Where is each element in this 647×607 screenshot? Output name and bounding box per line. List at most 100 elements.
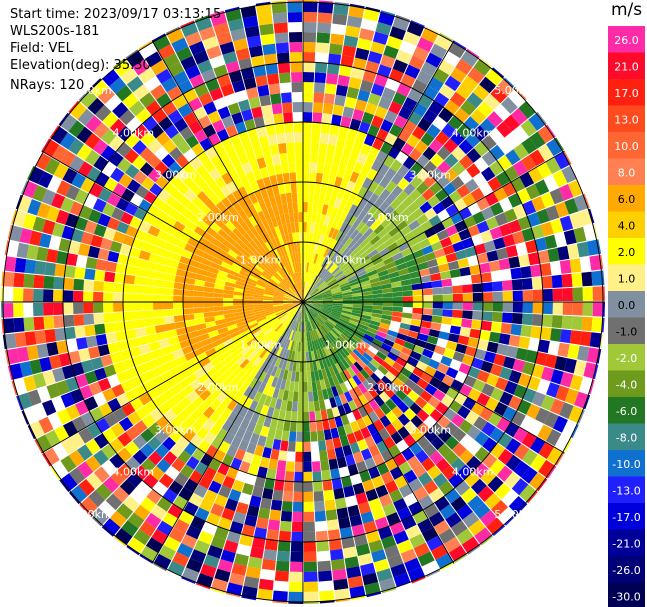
range-gate <box>77 161 93 177</box>
range-gate <box>224 285 235 291</box>
range-gate <box>457 335 470 346</box>
range-gate <box>275 560 290 572</box>
range-gate <box>103 364 117 378</box>
range-gate <box>332 268 342 277</box>
range-gate <box>295 361 300 372</box>
range-gate <box>366 269 378 277</box>
range-gate <box>319 256 326 267</box>
range-gate <box>307 310 313 321</box>
range-gate <box>126 256 139 267</box>
range-gate <box>455 58 473 75</box>
range-gate <box>165 396 179 409</box>
range-gate <box>336 257 346 267</box>
range-gate <box>395 14 411 22</box>
range-gate <box>73 314 85 326</box>
range-gate <box>90 79 109 97</box>
range-gate <box>257 466 268 479</box>
range-gate <box>303 302 313 305</box>
range-gate <box>228 231 240 242</box>
range-gate <box>303 12 318 23</box>
range-gate <box>153 302 164 310</box>
range-gate <box>282 203 289 214</box>
range-gate <box>124 274 135 285</box>
range-gate <box>307 212 313 223</box>
range-gate <box>295 152 303 163</box>
range-gate <box>309 331 314 342</box>
range-gate <box>156 458 171 473</box>
range-gate <box>274 356 282 368</box>
range-gate <box>362 291 373 296</box>
range-gate <box>508 334 521 347</box>
range-gate <box>156 331 168 341</box>
range-gate <box>537 424 553 442</box>
range-gate <box>303 62 315 73</box>
range-gate <box>225 220 236 232</box>
range-gate <box>196 426 209 440</box>
range-gate <box>275 258 283 269</box>
range-gate <box>248 400 259 412</box>
range-gate <box>317 152 326 164</box>
range-gate <box>274 570 289 582</box>
range-gate <box>56 380 70 396</box>
range-gate <box>278 224 285 236</box>
range-gate <box>319 450 328 462</box>
range-gate <box>570 424 579 439</box>
range-gate <box>213 288 224 294</box>
range-gate <box>379 415 392 428</box>
range-gate <box>400 367 412 378</box>
range-gate <box>443 138 458 153</box>
range-gate <box>279 326 287 336</box>
range-gate <box>403 408 417 421</box>
range-gate <box>538 442 555 460</box>
ring-label: 5.00km <box>70 84 112 97</box>
range-gate <box>439 32 453 42</box>
range-gate <box>283 303 294 306</box>
range-gate <box>283 266 290 276</box>
range-gate <box>153 294 164 302</box>
range-gate <box>310 431 318 442</box>
range-gate <box>363 402 374 415</box>
range-gate <box>227 345 239 355</box>
range-gate <box>13 272 25 288</box>
range-gate <box>111 384 125 398</box>
range-gate <box>270 250 278 261</box>
range-gate <box>392 291 403 297</box>
range-gate <box>328 263 337 273</box>
range-gate <box>236 369 247 380</box>
range-gate <box>402 395 415 408</box>
range-gate <box>205 247 217 257</box>
range-gate <box>353 162 364 174</box>
range-gate <box>512 302 523 313</box>
range-gate <box>321 308 332 313</box>
range-gate <box>458 419 473 434</box>
range-gate <box>459 154 474 170</box>
range-gate <box>370 281 382 288</box>
range-gate <box>322 307 332 312</box>
range-gate <box>262 384 271 396</box>
range-gate <box>172 94 188 110</box>
range-gate <box>119 243 132 256</box>
range-gate <box>217 365 229 376</box>
range-gate <box>236 277 247 284</box>
range-gate <box>367 249 379 259</box>
range-gate <box>240 248 251 258</box>
range-gate <box>284 294 294 299</box>
colorbar-swatch <box>608 264 645 291</box>
range-gate <box>143 285 154 295</box>
range-gate <box>293 212 299 223</box>
range-gate <box>317 390 324 401</box>
range-gate <box>396 49 412 65</box>
range-gate <box>171 37 189 53</box>
range-gate <box>283 298 294 301</box>
range-gate <box>332 303 343 306</box>
range-gate <box>281 162 289 174</box>
range-gate <box>168 61 185 77</box>
range-gate <box>117 125 133 142</box>
range-gate <box>289 319 295 330</box>
range-gate <box>387 266 398 274</box>
range-gate <box>153 286 164 295</box>
range-gate <box>279 520 292 532</box>
range-gate <box>199 237 211 247</box>
range-gate <box>322 306 333 310</box>
range-gate <box>502 234 516 247</box>
